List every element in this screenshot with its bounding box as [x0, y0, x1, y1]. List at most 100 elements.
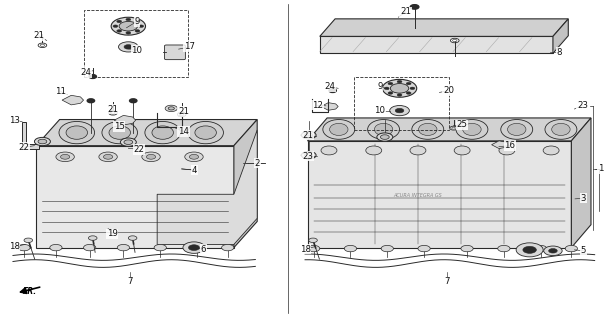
Circle shape: [119, 42, 138, 52]
Circle shape: [331, 90, 335, 92]
Circle shape: [388, 82, 393, 85]
Polygon shape: [321, 103, 338, 110]
Ellipse shape: [323, 120, 355, 139]
Ellipse shape: [152, 126, 173, 139]
Ellipse shape: [412, 120, 443, 139]
Ellipse shape: [419, 123, 437, 135]
Ellipse shape: [184, 152, 203, 162]
Ellipse shape: [552, 123, 570, 135]
Circle shape: [304, 133, 313, 137]
Circle shape: [91, 76, 95, 77]
Circle shape: [308, 245, 320, 252]
Circle shape: [154, 244, 167, 251]
Circle shape: [111, 17, 146, 35]
Circle shape: [381, 245, 394, 252]
Text: 24: 24: [80, 68, 91, 77]
Circle shape: [391, 84, 409, 93]
Circle shape: [135, 30, 140, 32]
Text: 7: 7: [445, 277, 450, 286]
Text: 24: 24: [324, 82, 335, 91]
Circle shape: [130, 99, 137, 103]
Ellipse shape: [99, 152, 117, 162]
Circle shape: [124, 45, 133, 49]
Circle shape: [121, 138, 137, 146]
Circle shape: [124, 140, 133, 144]
Ellipse shape: [507, 123, 526, 135]
Text: 6: 6: [200, 245, 206, 254]
Ellipse shape: [410, 146, 426, 155]
Circle shape: [38, 43, 47, 48]
Circle shape: [191, 244, 203, 251]
Text: 23: 23: [577, 101, 588, 110]
Text: 22: 22: [133, 145, 145, 154]
Circle shape: [544, 246, 562, 256]
Polygon shape: [553, 19, 568, 53]
Circle shape: [304, 153, 313, 157]
Circle shape: [397, 94, 402, 96]
FancyBboxPatch shape: [165, 45, 185, 60]
Ellipse shape: [56, 152, 74, 162]
Circle shape: [129, 236, 137, 240]
Polygon shape: [320, 36, 553, 53]
Text: 19: 19: [107, 229, 118, 238]
Polygon shape: [308, 141, 571, 248]
Text: 25: 25: [456, 120, 467, 130]
Text: 5: 5: [581, 246, 586, 255]
Circle shape: [377, 133, 393, 141]
Text: 11: 11: [55, 87, 66, 96]
Ellipse shape: [103, 155, 113, 159]
Circle shape: [301, 131, 316, 139]
Circle shape: [498, 245, 510, 252]
Ellipse shape: [454, 146, 470, 155]
Ellipse shape: [145, 122, 180, 144]
Polygon shape: [22, 122, 39, 149]
Circle shape: [183, 242, 205, 253]
Circle shape: [119, 21, 138, 31]
Circle shape: [126, 32, 131, 34]
Text: 8: 8: [557, 48, 562, 57]
Polygon shape: [308, 118, 591, 141]
Ellipse shape: [109, 126, 130, 139]
Circle shape: [89, 100, 93, 102]
Circle shape: [40, 44, 44, 46]
Polygon shape: [62, 95, 84, 105]
Text: 17: 17: [184, 42, 195, 52]
Circle shape: [169, 107, 174, 110]
Text: 12: 12: [312, 101, 323, 110]
Circle shape: [139, 25, 144, 28]
Polygon shape: [234, 120, 257, 248]
Text: 16: 16: [504, 141, 515, 150]
Ellipse shape: [146, 155, 156, 159]
Text: 15: 15: [114, 122, 125, 131]
Circle shape: [451, 127, 455, 129]
Circle shape: [34, 137, 50, 146]
Polygon shape: [491, 141, 509, 148]
Ellipse shape: [66, 126, 87, 139]
Ellipse shape: [368, 120, 400, 139]
Polygon shape: [36, 120, 257, 146]
Circle shape: [87, 99, 95, 103]
Circle shape: [410, 87, 415, 90]
Text: ACURA INTEGRA GS: ACURA INTEGRA GS: [394, 193, 442, 197]
Ellipse shape: [456, 120, 488, 139]
Circle shape: [549, 249, 557, 253]
Text: 14: 14: [178, 127, 189, 136]
Circle shape: [18, 244, 30, 251]
Text: 10: 10: [132, 45, 143, 55]
Text: 21: 21: [107, 105, 118, 114]
Circle shape: [406, 92, 411, 94]
Ellipse shape: [462, 123, 481, 135]
Text: 4: 4: [192, 166, 197, 175]
Ellipse shape: [60, 155, 69, 159]
Text: 21: 21: [302, 131, 313, 140]
Circle shape: [126, 18, 131, 21]
Polygon shape: [36, 146, 234, 248]
Circle shape: [113, 25, 118, 28]
Ellipse shape: [543, 146, 559, 155]
Circle shape: [177, 112, 186, 117]
Circle shape: [461, 245, 473, 252]
Ellipse shape: [501, 120, 533, 139]
Ellipse shape: [499, 146, 515, 155]
Text: 22: 22: [18, 143, 30, 152]
Circle shape: [180, 113, 184, 116]
